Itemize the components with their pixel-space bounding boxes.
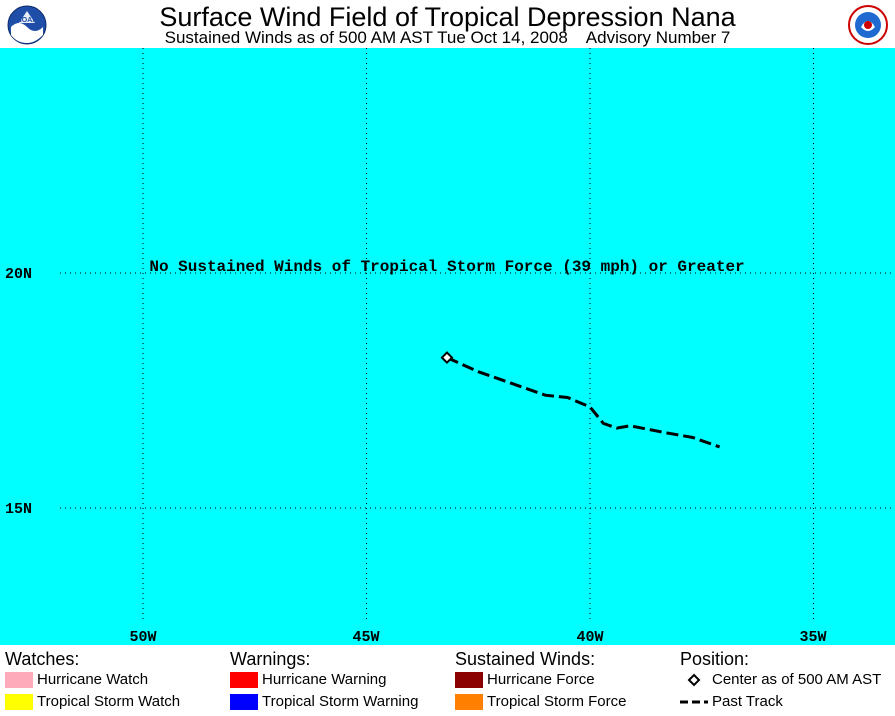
legend-hurricane-force: Hurricane Force [455,671,595,691]
lon-label-35w: 35W [799,629,826,645]
tropical-storm-watch-swatch [5,694,33,711]
legend-tropical-storm-warning: Tropical Storm Warning [230,693,418,713]
hurricane-force-swatch [455,672,483,689]
legend-warnings-heading: Warnings: [230,649,311,669]
hurricane-warning-swatch [230,672,258,689]
center-diamond [440,351,454,365]
ocean-background [0,48,895,645]
legend-position-heading: Position: [680,649,750,669]
legend-past-track: Past Track [680,693,783,713]
tropical-storm-force-swatch [455,694,483,711]
storm-center-marker [440,351,454,365]
lon-label-45w: 45W [352,629,379,645]
graticule [60,48,895,622]
legend-watches-heading: Watches: [5,649,80,669]
map-subtitle: Sustained Winds as of 500 AM AST Tue Oct… [164,28,731,47]
legend: Watches: Hurricane Watch Tropical Storm … [0,645,895,716]
dashed-line-icon [680,700,708,704]
legend-tropical-storm-force: Tropical Storm Force [455,693,626,713]
map: No Sustained Winds of Tropical Storm For… [0,48,895,645]
diamond-icon [687,673,701,687]
header: NOAA Surface Wind Field of Tropical Depr… [0,0,895,48]
legend-tropical-storm-watch: Tropical Storm Watch [5,693,180,713]
tropical-storm-warning-swatch [230,694,258,711]
past-track-line [446,356,721,449]
legend-hurricane-warning: Hurricane Warning [230,671,387,691]
lon-label-50w: 50W [129,629,156,645]
no-winds-message: No Sustained Winds of Tropical Storm For… [149,258,744,276]
hurricane-watch-swatch [5,672,33,689]
past-track-path [446,356,721,449]
svg-text:NOAA: NOAA [17,17,38,24]
lon-label-40w: 40W [576,629,603,645]
nws-logo-icon [848,5,888,45]
legend-hurricane-watch: Hurricane Watch [5,671,148,691]
map-title: Surface Wind Field of Tropical Depressio… [159,2,736,32]
lat-label-20n: 20N [5,266,32,283]
lat-label-15n: 15N [5,501,32,518]
legend-center-position: Center as of 500 AM AST [680,671,881,691]
noaa-logo-icon: NOAA [7,5,47,45]
legend-winds-heading: Sustained Winds: [455,649,596,669]
